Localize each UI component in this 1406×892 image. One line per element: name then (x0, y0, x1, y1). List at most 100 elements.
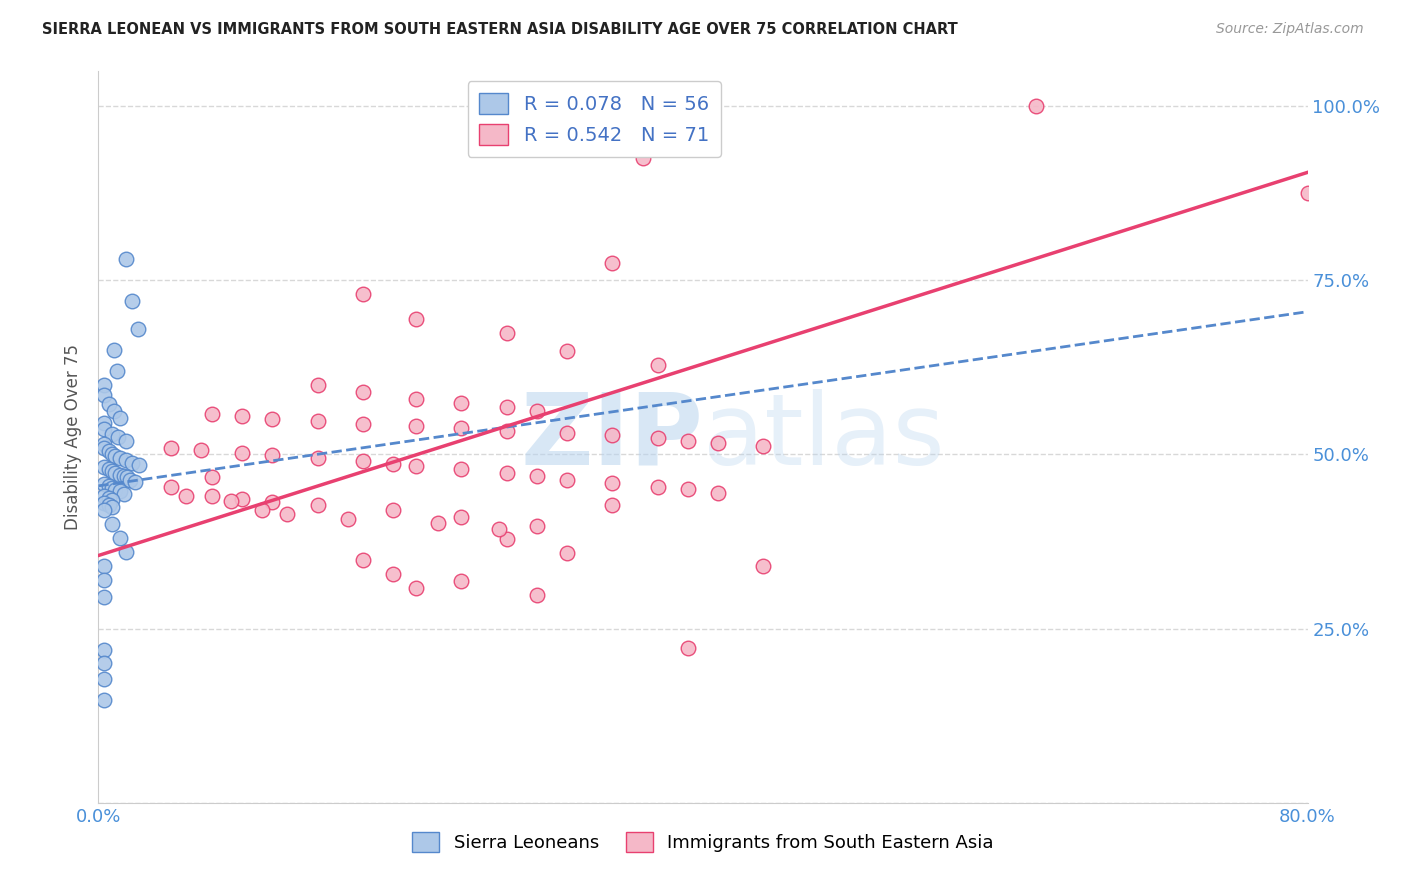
Point (93, 657, 115, 671)
Point (352, 287, 374, 301)
Point (93, 388, 115, 402)
Point (98, 397, 121, 411)
Point (276, 508, 298, 522)
Point (121, 294, 143, 309)
Point (250, 503, 273, 517)
Point (495, 400, 517, 414)
Point (495, 424, 517, 438)
Point (201, 470, 224, 484)
Point (101, 448, 124, 462)
Point (114, 453, 136, 467)
Point (160, 479, 183, 493)
Point (93, 692, 115, 706)
Point (114, 545, 136, 559)
Text: atlas: atlas (703, 389, 945, 485)
Point (93, 437, 115, 451)
Point (602, 428, 624, 442)
Point (405, 392, 427, 406)
Point (752, 439, 775, 453)
Point (93, 476, 115, 491)
Point (352, 384, 374, 399)
Point (450, 396, 472, 410)
Point (752, 558, 775, 573)
Point (555, 425, 578, 440)
Point (307, 414, 329, 428)
Point (120, 473, 142, 487)
Point (201, 407, 224, 421)
Point (450, 462, 472, 476)
Point (127, 322, 149, 336)
Point (101, 500, 124, 515)
Point (114, 252, 136, 267)
Point (262, 448, 284, 462)
Point (647, 479, 669, 493)
Point (555, 344, 578, 359)
Point (103, 343, 125, 357)
Point (124, 475, 146, 489)
Point (112, 469, 135, 483)
Point (495, 533, 517, 547)
Point (602, 256, 624, 270)
Point (526, 588, 548, 602)
Point (104, 483, 127, 497)
Point (93, 489, 115, 503)
Point (98, 499, 121, 513)
Point (647, 359, 669, 373)
Point (231, 492, 253, 507)
Point (93, 591, 115, 605)
Point (382, 503, 405, 517)
Point (450, 421, 472, 435)
Point (93, 503, 115, 517)
Point (160, 441, 183, 455)
Point (307, 450, 329, 465)
Point (488, 522, 510, 536)
Point (676, 483, 699, 497)
Point (262, 412, 284, 426)
Point (98, 444, 121, 458)
Point (93, 496, 115, 510)
Point (707, 436, 730, 450)
Point (262, 495, 284, 509)
Point (405, 459, 427, 474)
Point (526, 469, 548, 483)
Point (526, 518, 548, 533)
Point (98, 491, 121, 506)
Point (128, 458, 150, 472)
Point (495, 466, 517, 480)
Point (602, 498, 624, 512)
Point (101, 493, 124, 508)
Point (108, 411, 131, 425)
Point (676, 434, 699, 448)
Point (93, 460, 115, 475)
Point (526, 403, 548, 417)
Point (1296, 186, 1319, 201)
Point (405, 419, 427, 434)
Point (107, 430, 129, 444)
Point (405, 311, 427, 326)
Point (103, 404, 125, 418)
Point (631, 152, 654, 166)
Point (352, 454, 374, 468)
Point (108, 467, 131, 482)
Y-axis label: Disability Age Over 75: Disability Age Over 75 (65, 344, 83, 530)
Point (105, 364, 128, 378)
Point (231, 409, 253, 424)
Point (112, 486, 135, 500)
Text: Source: ZipAtlas.com: Source: ZipAtlas.com (1216, 22, 1364, 37)
Point (101, 481, 124, 495)
Point (352, 553, 374, 567)
Point (427, 516, 450, 530)
Point (450, 510, 472, 524)
Point (336, 511, 359, 525)
Point (676, 641, 699, 656)
Point (93, 558, 115, 573)
Point (104, 466, 127, 480)
Point (93, 642, 115, 657)
Point (93, 422, 115, 436)
Point (555, 546, 578, 560)
Point (101, 426, 124, 441)
Point (114, 434, 136, 448)
Point (221, 494, 243, 508)
Point (555, 473, 578, 487)
Point (707, 485, 730, 500)
